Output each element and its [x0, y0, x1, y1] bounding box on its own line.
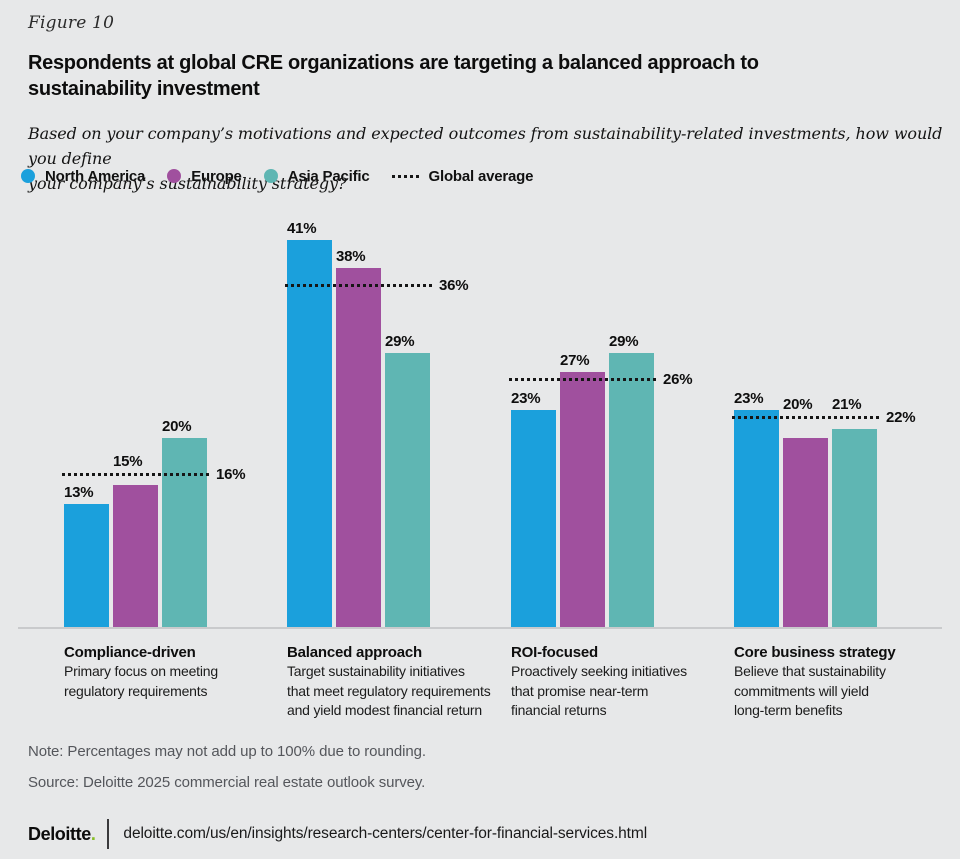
- category-title: Core business strategy: [734, 644, 896, 661]
- global-average-dotted-line-icon: [391, 174, 419, 178]
- grouped-bar-chart: 13% 15% 20% 16% 41% 38% 29% 36% 23% 27% 29% 26% 23% 2…: [0, 202, 960, 629]
- bar-group-balanced-approach: 41% 38% 29% 36%: [285, 202, 469, 627]
- deloitte-logo-text: Deloitte: [28, 823, 91, 844]
- category-title: Compliance-driven: [64, 644, 196, 661]
- source-text: Source: Deloitte 2025 commercial real es…: [28, 774, 426, 791]
- legend-item-asia-pacific: Asia Pacific: [263, 167, 370, 185]
- legend-item-global-average: Global average: [391, 167, 534, 185]
- bar-asia-pacific-balanced-approach: [385, 353, 430, 627]
- figure-label: Figure 10: [28, 13, 115, 33]
- bar-europe-balanced-approach: [336, 268, 381, 627]
- bar-north-america-balanced-approach: [287, 239, 332, 627]
- footer-url[interactable]: deloitte.com/us/en/insights/research-cen…: [123, 825, 648, 842]
- value-label-asia-pacific-roi-focused: 29%: [609, 333, 639, 351]
- value-label-north-america-core-business-strategy: 23%: [734, 389, 764, 407]
- global-average-label-core-business-strategy: 22%: [886, 409, 916, 427]
- note-text: Note: Percentages may not add up to 100%…: [28, 743, 426, 760]
- category-label-compliance-driven: Compliance-driven Primary focus on meetin…: [64, 643, 299, 701]
- global-average-line-compliance-driven: [62, 472, 209, 476]
- value-label-europe-core-business-strategy: 20%: [783, 396, 813, 414]
- value-label-europe-roi-focused: 27%: [560, 352, 590, 369]
- bar-asia-pacific-compliance-driven: [162, 438, 207, 627]
- deloitte-logo-green-dot: .: [90, 823, 96, 844]
- bar-north-america-roi-focused: [511, 409, 556, 627]
- global-average-label-compliance-driven: 16%: [216, 465, 246, 483]
- bar-asia-pacific-core-business-strategy: [832, 428, 877, 627]
- value-label-europe-compliance-driven: 15%: [113, 452, 143, 470]
- bar-europe-roi-focused: [560, 372, 605, 627]
- value-label-north-america-roi-focused: 23%: [511, 389, 541, 407]
- legend-label: Global average: [428, 167, 534, 185]
- category-description: Believe that sustainability commitments …: [734, 663, 886, 718]
- legend-label: Europe: [191, 167, 242, 185]
- legend-label: Asia Pacific: [287, 167, 370, 185]
- global-average-line-roi-focused: [509, 378, 656, 382]
- north-america-dot-icon: [21, 169, 35, 183]
- bar-north-america-compliance-driven: [64, 504, 109, 627]
- legend-label: North America: [45, 167, 146, 185]
- europe-dot-icon: [167, 169, 182, 183]
- footer-divider: [107, 819, 110, 849]
- category-title: ROI-focused: [511, 644, 598, 661]
- bar-north-america-core-business-strategy: [734, 409, 779, 627]
- global-average-label-balanced-approach: 36%: [439, 277, 469, 294]
- chart-legend: North America Europe Asia Pacific Global av…: [21, 167, 533, 185]
- legend-item-europe: Europe: [167, 167, 242, 185]
- global-average-line-core-business-strategy: [732, 416, 879, 420]
- bar-group-roi-focused: 23% 27% 29% 26%: [509, 202, 693, 627]
- bar-europe-core-business-strategy: [783, 438, 828, 627]
- category-description: Proactively seeking initiatives that pro…: [511, 663, 687, 718]
- global-average-label-roi-focused: 26%: [663, 371, 693, 389]
- asia-pacific-dot-icon: [263, 169, 278, 183]
- bar-group-core-business-strategy: 23% 20% 21% 22%: [732, 202, 916, 627]
- value-label-north-america-compliance-driven: 13%: [64, 484, 94, 502]
- value-label-europe-balanced-approach: 38%: [336, 248, 366, 266]
- value-label-asia-pacific-core-business-strategy: 21%: [832, 396, 862, 414]
- deloitte-logo: Deloitte.: [28, 823, 96, 845]
- legend-item-north-america: North America: [21, 168, 145, 185]
- category-title: Balanced approach: [287, 644, 422, 661]
- category-label-roi-focused: ROI-focused Proactively seeking initiativ…: [511, 643, 746, 721]
- figure-title: Respondents at global CRE organizations …: [28, 52, 759, 100]
- global-average-line-balanced-approach: [285, 284, 432, 287]
- category-label-core-business-strategy: Core business strategy Believe that susta…: [734, 643, 960, 721]
- footer: Deloitte. deloitte.com/us/en/insights/re…: [28, 817, 647, 851]
- x-axis-line: [18, 627, 942, 629]
- category-description: Primary focus on meeting regulatory requ…: [64, 663, 218, 699]
- category-label-balanced-approach: Balanced approach Target sustainability i…: [287, 643, 522, 721]
- bar-asia-pacific-roi-focused: [609, 353, 654, 627]
- value-label-north-america-balanced-approach: 41%: [287, 219, 317, 237]
- category-description: Target sustainability initiatives that m…: [287, 663, 491, 718]
- value-label-asia-pacific-compliance-driven: 20%: [162, 418, 192, 436]
- bar-europe-compliance-driven: [113, 485, 158, 627]
- value-label-asia-pacific-balanced-approach: 29%: [385, 333, 415, 351]
- bar-group-compliance-driven: 13% 15% 20% 16%: [62, 202, 246, 627]
- figure-subtitle: Based on your company’s motivations and …: [28, 124, 943, 193]
